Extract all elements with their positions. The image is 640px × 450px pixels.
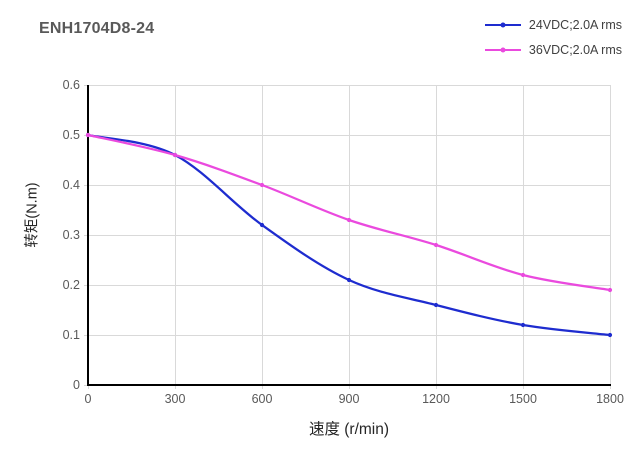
legend-marker-dot [500, 47, 506, 52]
legend-label: 36VDC;2.0A rms [528, 42, 622, 57]
y-tick-label: 0.2 [62, 278, 80, 292]
data-series [85, 132, 613, 338]
legend-marker-dot [500, 22, 506, 27]
x-tick-label: 1800 [596, 392, 624, 406]
chart-title: ENH1704D8-24 [39, 20, 155, 37]
x-tick-label: 900 [338, 392, 360, 406]
y-axis-title: 转矩(N.m) [24, 182, 41, 248]
series-36vdc-2-0a-rms [85, 132, 613, 293]
x-tick-label: 600 [251, 392, 273, 406]
legend-line-swatch [484, 47, 521, 52]
y-tick-label: 0.1 [62, 328, 80, 342]
legend: 24VDC;2.0A rms 36VDC;2.0A rms [484, 12, 622, 62]
y-tick-label: 0 [73, 378, 80, 392]
legend-label: 24VDC;2.0A rms [528, 17, 622, 32]
x-axis-title: 速度 (r/min) [308, 421, 390, 438]
y-tick-label: 0.6 [62, 78, 80, 92]
legend-line-swatch [484, 22, 521, 27]
gridlines [84, 85, 611, 389]
legend-item-24vdc: 24VDC;2.0A rms [484, 12, 622, 37]
x-tick-label: 1500 [509, 392, 537, 406]
y-tick-label: 0.4 [62, 178, 80, 192]
x-tick-label: 0 [84, 392, 92, 406]
y-tick-label: 0.3 [62, 228, 80, 242]
x-tick-label: 300 [164, 392, 186, 406]
legend-item-36vdc: 36VDC;2.0A rms [484, 37, 622, 62]
y-tick-label: 0.5 [62, 128, 80, 142]
x-tick-label: 1200 [422, 392, 450, 406]
